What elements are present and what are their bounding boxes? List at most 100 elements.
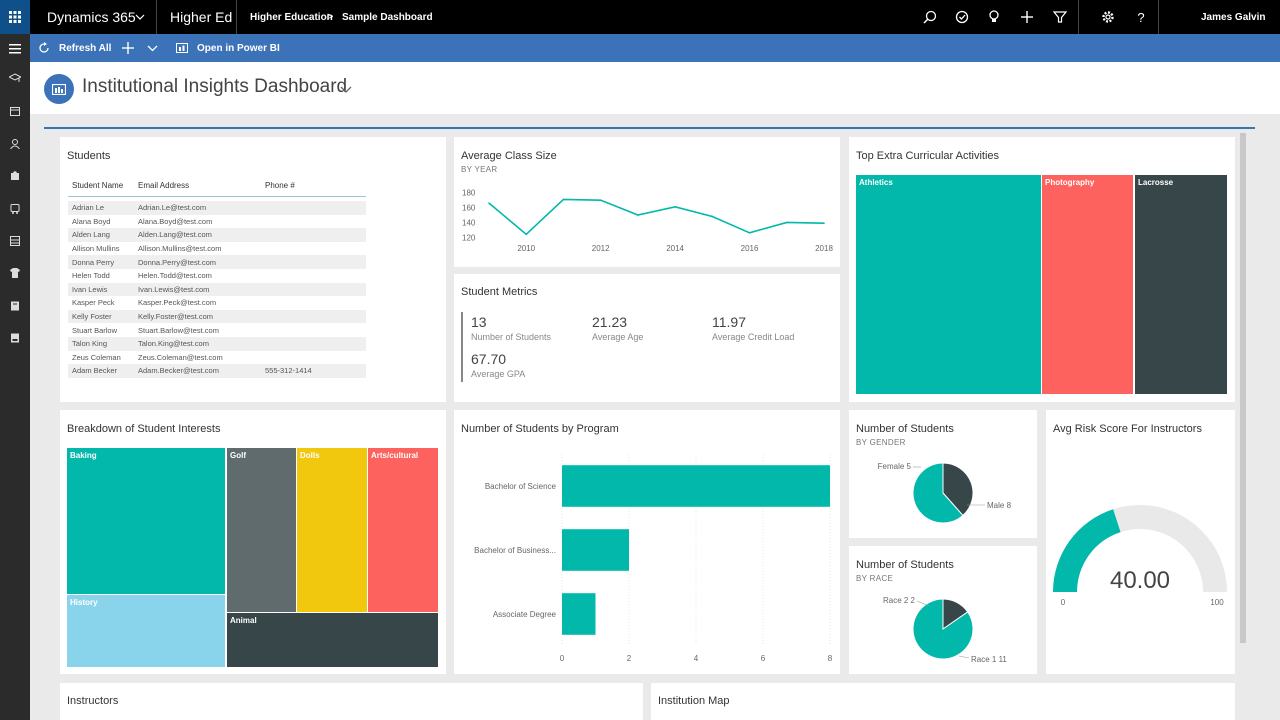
treemap-cell-history[interactable]: History xyxy=(67,595,225,667)
breadcrumb-item[interactable]: Higher Education xyxy=(250,11,333,23)
table-row[interactable]: Kelly Foster Kelly.Foster@test.com xyxy=(68,309,366,324)
book-icon[interactable] xyxy=(0,328,30,348)
search-icon[interactable] xyxy=(915,0,945,34)
students-by-race-tile[interactable]: Number of Students BY RACE Race 2 2 Race … xyxy=(849,546,1037,674)
table-row[interactable]: Adrian Le Adrian.Le@test.com xyxy=(68,201,366,215)
table-row[interactable]: Stuart Barlow Stuart.Barlow@test.com xyxy=(68,323,366,337)
new-dropdown-chevron-icon[interactable] xyxy=(147,34,158,62)
table-cell: Adam Becker xyxy=(72,366,118,376)
students-by-program-tile[interactable]: Number of Students by Program 0 2 4 6 8 Bache… xyxy=(454,410,840,674)
area-name[interactable]: Higher Ed xyxy=(170,9,233,25)
breadcrumb-item[interactable]: Sample Dashboard xyxy=(342,11,433,23)
risk-score-tile[interactable]: Avg Risk Score For Instructors 40.00 0 100 xyxy=(1046,410,1235,674)
x-tick-label: 0 xyxy=(560,654,565,663)
task-icon[interactable] xyxy=(947,0,977,34)
institution-map-tile[interactable]: Institution Map xyxy=(651,683,1235,720)
extra-curricular-tile[interactable]: Top Extra Curricular Activities Athletic… xyxy=(849,137,1235,402)
dashboard-selector-chevron-icon[interactable] xyxy=(340,81,352,99)
student-interests-tile[interactable]: Breakdown of Student Interests Baking Hi… xyxy=(60,410,446,674)
table-cell: Zeus.Coleman@test.com xyxy=(138,352,223,362)
treemap-cell-arts-cultural[interactable]: Arts/cultural xyxy=(368,448,438,612)
calendar-icon[interactable] xyxy=(0,101,30,121)
open-in-powerbi-label: Open in Power BI xyxy=(197,42,280,54)
puzzle-icon[interactable] xyxy=(0,166,30,186)
treemap-cell-golf[interactable]: Golf xyxy=(227,448,296,612)
y-tick-label: 180 xyxy=(462,189,476,198)
pie-label: Female 5 xyxy=(878,462,912,471)
average-class-size-tile[interactable]: Average Class Size BY YEAR 120 140 160 180 2… xyxy=(454,137,840,267)
table-row[interactable]: Kasper Peck Kasper.Peck@test.com xyxy=(68,296,366,310)
graduation-cap-icon[interactable] xyxy=(0,68,30,88)
student-metrics-tile[interactable]: Student Metrics 13 Number of Students 21… xyxy=(454,274,840,402)
table-cell: Alana.Boyd@test.com xyxy=(138,216,213,226)
content-top-border xyxy=(44,127,1255,129)
table-row[interactable]: Talon King Talon.King@test.com xyxy=(68,336,366,351)
bar xyxy=(562,529,629,571)
open-in-powerbi-button[interactable]: Open in Power BI xyxy=(176,34,280,62)
table-cell: 555-312-1414 xyxy=(265,366,312,376)
metric-label: Average GPA xyxy=(471,369,526,379)
help-icon[interactable]: ? xyxy=(1137,9,1145,25)
table-cell: Helen.Todd@test.com xyxy=(138,271,212,281)
x-tick-label: 8 xyxy=(828,654,833,663)
data-point xyxy=(562,198,565,201)
tile-title: Avg Risk Score For Instructors xyxy=(1053,423,1202,435)
shirt-icon[interactable] xyxy=(0,263,30,283)
app-launcher-button[interactable] xyxy=(0,0,30,34)
gauge-value-arc xyxy=(1053,509,1121,592)
table-row[interactable]: Alana Boyd Alana.Boyd@test.com xyxy=(68,215,366,229)
lightbulb-icon[interactable] xyxy=(979,0,1009,34)
scrollbar[interactable] xyxy=(1240,133,1246,643)
data-point xyxy=(785,221,788,224)
treemap-cell-athletics[interactable]: Athletics xyxy=(856,175,1041,394)
tile-title: Top Extra Curricular Activities xyxy=(856,150,1000,162)
tile-subtitle: BY RACE xyxy=(856,574,894,583)
refresh-all-button[interactable]: Refresh All xyxy=(38,34,111,62)
table-row[interactable]: Zeus Coleman Zeus.Coleman@test.com xyxy=(68,351,366,365)
pie-slice xyxy=(942,462,974,517)
table-row[interactable]: Donna Perry Donna.Perry@test.com xyxy=(68,255,366,269)
table-row[interactable]: Alden Lang Alden.Lang@test.com xyxy=(68,228,366,242)
user-name[interactable]: James Galvin xyxy=(1201,11,1266,23)
table-icon[interactable] xyxy=(0,231,30,251)
table-row[interactable]: Allison Mullins Allison.Mullins@test.com xyxy=(68,242,366,256)
tile-subtitle: BY YEAR xyxy=(461,165,498,174)
metric-average-gpa: 67.70 Average GPA xyxy=(471,351,525,379)
table-cell: Donna.Perry@test.com xyxy=(138,257,217,267)
pie-label: Male 8 xyxy=(987,501,1012,510)
filter-icon[interactable] xyxy=(1045,0,1075,34)
table-row[interactable]: Adam Becker Adam.Becker@test.com 555-312-1… xyxy=(68,364,366,378)
bar xyxy=(562,593,596,635)
app-name[interactable]: Dynamics 365 xyxy=(47,9,136,25)
treemap-cell-photography[interactable]: Photography xyxy=(1042,175,1133,394)
tile-title: Instructors xyxy=(67,695,119,707)
table-row[interactable]: Ivan Lewis Ivan.Lewis@test.com xyxy=(68,282,366,297)
table-header: Student Name Email Address Phone # xyxy=(68,175,366,197)
students-tile[interactable]: Students Student Name Email Address Phon… xyxy=(60,137,446,402)
table-cell: Alana Boyd xyxy=(72,216,111,226)
breadcrumb-separator: > xyxy=(327,11,334,23)
table-cell: Adrian Le xyxy=(72,203,105,213)
command-bar: Refresh All Open in Power BI xyxy=(30,34,1280,62)
menu-icon[interactable] xyxy=(0,39,30,59)
column-header[interactable]: Email Address xyxy=(138,181,190,190)
treemap-cell-animal[interactable]: Animal xyxy=(227,613,438,667)
treemap-cell-dolls[interactable]: Dolls xyxy=(297,448,367,612)
column-header[interactable]: Student Name xyxy=(72,181,124,190)
person-icon[interactable] xyxy=(0,134,30,154)
column-header[interactable]: Phone # xyxy=(265,181,295,190)
table-row[interactable]: Helen Todd Helen.Todd@test.com xyxy=(68,269,366,283)
treemap-cell-baking[interactable]: Baking xyxy=(67,448,225,594)
plus-icon[interactable] xyxy=(1012,0,1042,34)
document-icon[interactable] xyxy=(0,296,30,316)
table-cell: Kelly Foster xyxy=(72,312,112,322)
metric-average-age: 21.23 Average Age xyxy=(592,314,643,342)
treemap-cell-lacrosse[interactable]: Lacrosse xyxy=(1135,175,1227,394)
app-switcher-chevron-icon[interactable] xyxy=(135,0,145,34)
divider xyxy=(236,0,237,34)
students-by-gender-tile[interactable]: Number of Students BY GENDER Female 5 Mal… xyxy=(849,410,1037,538)
instructors-tile[interactable]: Instructors xyxy=(60,683,643,720)
settings-icon[interactable] xyxy=(1093,0,1123,34)
bus-icon[interactable] xyxy=(0,199,30,219)
new-button[interactable] xyxy=(122,34,134,62)
